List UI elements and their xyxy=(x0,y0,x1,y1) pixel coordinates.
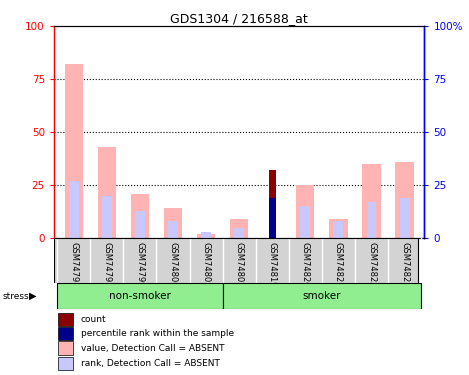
Bar xyxy=(201,232,211,238)
Bar xyxy=(367,202,377,238)
Bar xyxy=(329,219,348,238)
Bar xyxy=(57,283,223,309)
Bar xyxy=(234,228,244,238)
Bar xyxy=(58,341,73,355)
Text: GSM74798: GSM74798 xyxy=(102,242,111,287)
Bar xyxy=(98,147,116,238)
Bar xyxy=(363,164,381,238)
Bar xyxy=(296,185,314,238)
Text: GSM74820: GSM74820 xyxy=(301,242,310,287)
Bar xyxy=(300,206,310,238)
Text: value, Detection Call = ABSENT: value, Detection Call = ABSENT xyxy=(81,344,224,352)
Bar xyxy=(400,198,409,238)
Bar xyxy=(58,327,73,340)
Bar xyxy=(230,219,248,238)
Bar xyxy=(65,64,83,238)
Text: GSM74821: GSM74821 xyxy=(334,242,343,287)
Bar xyxy=(269,170,276,238)
Text: ▶: ▶ xyxy=(29,291,37,301)
Bar xyxy=(131,194,149,238)
Text: GSM74801: GSM74801 xyxy=(202,242,211,287)
Bar xyxy=(164,209,182,238)
Text: GSM74797: GSM74797 xyxy=(69,242,78,287)
Bar xyxy=(102,196,112,238)
Text: GSM74800: GSM74800 xyxy=(168,242,178,287)
Text: GSM74823: GSM74823 xyxy=(400,242,409,287)
Title: GDS1304 / 216588_at: GDS1304 / 216588_at xyxy=(170,12,308,25)
Text: stress: stress xyxy=(2,292,29,301)
Text: GSM74799: GSM74799 xyxy=(136,242,144,287)
Text: GSM74802: GSM74802 xyxy=(234,242,244,287)
Text: non-smoker: non-smoker xyxy=(109,291,171,301)
Text: count: count xyxy=(81,315,106,324)
Bar xyxy=(269,198,276,238)
Bar xyxy=(58,313,73,326)
Text: GSM74819: GSM74819 xyxy=(268,242,277,287)
Bar xyxy=(58,357,73,370)
Text: rank, Detection Call = ABSENT: rank, Detection Call = ABSENT xyxy=(81,359,219,368)
Bar xyxy=(333,221,343,238)
Text: percentile rank within the sample: percentile rank within the sample xyxy=(81,329,234,338)
Text: smoker: smoker xyxy=(303,291,341,301)
Bar xyxy=(168,221,178,238)
Bar xyxy=(197,234,215,238)
Bar xyxy=(223,283,421,309)
Bar xyxy=(135,211,145,238)
Text: GSM74822: GSM74822 xyxy=(367,242,376,287)
Bar xyxy=(395,162,414,238)
Bar xyxy=(69,181,79,238)
